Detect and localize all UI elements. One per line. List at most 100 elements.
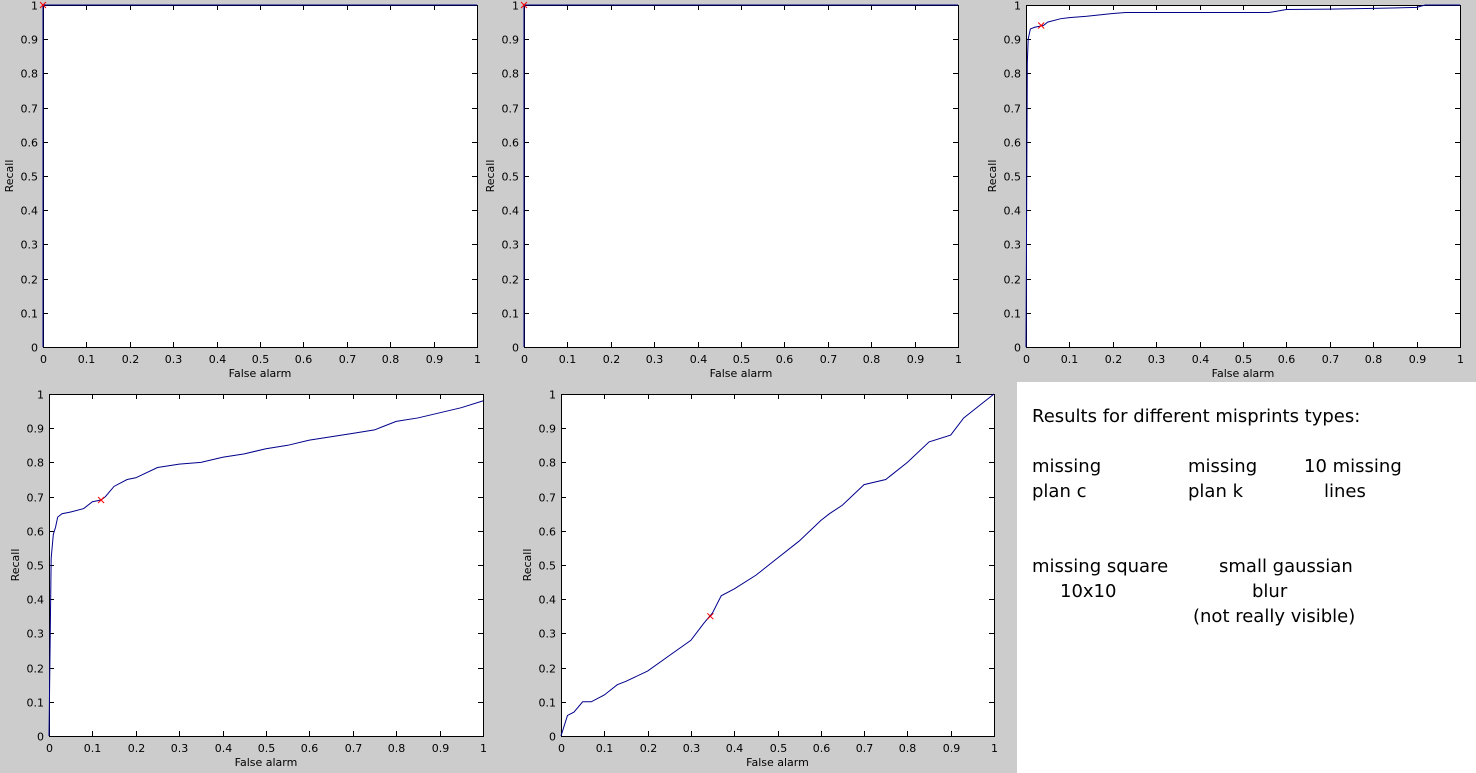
- y-tick-label: 0.8: [21, 68, 39, 81]
- y-tick-label: 0.6: [27, 526, 45, 539]
- x-tick-label: 0: [1023, 353, 1030, 366]
- x-axis-label: False alarm: [229, 367, 292, 380]
- y-tick-label: 0.5: [27, 560, 45, 573]
- y-tick-label: 0.8: [1004, 68, 1022, 81]
- x-axis-label: False alarm: [710, 367, 773, 380]
- note-gaussian-blur-line1: small gaussian: [1219, 556, 1353, 577]
- y-tick-label: 0.3: [27, 628, 45, 641]
- note-10-missing-lines-line2: lines: [1324, 481, 1366, 502]
- marker-stroke: [39, 1, 47, 9]
- roc-chart-3: 0 0.1 0.2 0.3 0.4 0.5 0.6 0.7 0.8 0.9 1 0 0.1 0.2 0.3 0…: [986, 0, 1464, 380]
- marker-stroke: [520, 1, 528, 9]
- y-axis-label: Recall: [9, 549, 22, 582]
- x-tick-label: 0.6: [1278, 353, 1296, 366]
- x-tick-label: 0.2: [1105, 353, 1123, 366]
- roc-chart-5: 0 0.1 0.2 0.3 0.4 0.5 0.6 0.7 0.8 0.9 1 0 0.1 0.2 0.3 0…: [521, 389, 998, 770]
- y-tick-label: 0.7: [539, 492, 557, 505]
- marker-stroke: [707, 612, 714, 620]
- y-tick-label: 1: [1014, 0, 1021, 13]
- x-tick-label: 0: [521, 353, 528, 366]
- roc-chart-1: 0 0.1 0.2 0.3 0.4 0.5 0.6 0.7 0.8 0.9 1 0 0.1 0.2 0.3 0…: [3, 0, 481, 380]
- x-tick-label: 0.6: [813, 742, 831, 755]
- x-tick-label: 0.7: [820, 353, 838, 366]
- note-missing-plan-k-line1: missing: [1188, 456, 1258, 477]
- x-tick-label: 0.4: [209, 353, 227, 366]
- x-tick-label: 0.7: [345, 742, 363, 755]
- note-missing-plan-c-line2: plan c: [1032, 481, 1087, 502]
- x-tick-label: 0.2: [128, 742, 146, 755]
- y-axis-label: Recall: [484, 160, 497, 193]
- y-tick-label: 0.5: [1004, 171, 1022, 184]
- x-tick-label: 0.2: [603, 353, 621, 366]
- y-tick-label: 0.7: [1004, 103, 1022, 116]
- operating-point-marker: [707, 612, 714, 620]
- x-axis-label: False alarm: [235, 756, 298, 769]
- x-tick-label: 0.3: [1148, 353, 1166, 366]
- x-tick-label: 0.1: [84, 742, 102, 755]
- x-tick-label: 0.4: [726, 742, 744, 755]
- y-tick-label: 0.5: [502, 171, 520, 184]
- roc-curve-line: [1025, 4, 1460, 348]
- y-tick-label: 0.4: [539, 594, 557, 607]
- y-tick-label: 0.3: [502, 239, 520, 252]
- y-tick-label: 1: [37, 389, 44, 402]
- y-tick-label: 0.3: [21, 239, 39, 252]
- x-tick-label: 0.4: [690, 353, 708, 366]
- y-tick-label: 0: [512, 342, 519, 355]
- x-tick-label: 0.6: [301, 742, 319, 755]
- y-tick-label: 0.5: [539, 560, 557, 573]
- x-tick-label: 0.3: [165, 353, 183, 366]
- x-axis-label: False alarm: [1212, 367, 1275, 380]
- y-tick-label: 0.2: [1004, 274, 1022, 287]
- y-tick-label: 0: [549, 731, 556, 744]
- y-tick-label: 0.2: [502, 274, 520, 287]
- x-tick-label: 0.9: [426, 353, 444, 366]
- chart-panel-4: 0 0.1 0.2 0.3 0.4 0.5 0.6 0.7 0.8 0.9 1 0 0.1 0.2 0.3 0…: [0, 382, 510, 773]
- y-tick-label: 0.8: [27, 457, 45, 470]
- x-tick-label: 0.6: [776, 353, 794, 366]
- y-tick-label: 0.1: [502, 308, 520, 321]
- operating-point-marker: [39, 1, 47, 9]
- y-tick-label: 1: [549, 389, 556, 402]
- y-tick-label: 0.1: [27, 697, 45, 710]
- operating-point-marker: [520, 1, 528, 9]
- marker-stroke: [1037, 22, 1045, 29]
- y-axis-label: Recall: [3, 160, 16, 193]
- y-tick-label: 0.7: [21, 103, 39, 116]
- y-tick-label: 0: [37, 731, 44, 744]
- chart-panel-2: 0 0.1 0.2 0.3 0.4 0.5 0.6 0.7 0.8 0.9 1 0 0.1 0.2 0.3 0…: [484, 0, 980, 382]
- x-tick-label: 1: [955, 353, 962, 366]
- y-tick-label: 0.9: [27, 423, 45, 436]
- x-tick-label: 0.8: [863, 353, 881, 366]
- x-tick-label: 0.2: [122, 353, 140, 366]
- y-tick-label: 0.3: [1004, 239, 1022, 252]
- x-tick-label: 0.3: [171, 742, 189, 755]
- x-tick-label: 0.5: [252, 353, 270, 366]
- plot-area: [561, 394, 995, 737]
- y-tick-label: 1: [512, 0, 519, 13]
- x-tick-label: 0.2: [640, 742, 658, 755]
- x-tick-label: 0.9: [943, 742, 961, 755]
- plot-area: [1026, 5, 1461, 348]
- y-tick-label: 0.6: [539, 526, 557, 539]
- y-tick-label: 0.4: [27, 594, 45, 607]
- y-tick-label: 0.3: [539, 628, 557, 641]
- x-tick-label: 1: [474, 353, 481, 366]
- x-tick-label: 0.7: [339, 353, 357, 366]
- y-tick-label: 0.8: [502, 68, 520, 81]
- y-tick-label: 0: [1014, 342, 1021, 355]
- x-tick-label: 0.8: [899, 742, 917, 755]
- y-tick-label: 0.7: [502, 103, 520, 116]
- x-tick-label: 0: [558, 742, 565, 755]
- chart-panel-5: 0 0.1 0.2 0.3 0.4 0.5 0.6 0.7 0.8 0.9 1 0 0.1 0.2 0.3 0…: [510, 382, 1017, 773]
- y-tick-label: 0.9: [21, 34, 39, 47]
- x-tick-label: 0.6: [295, 353, 313, 366]
- note-gaussian-blur-line3: (not really visible): [1193, 606, 1356, 627]
- x-tick-label: 1: [480, 742, 487, 755]
- y-tick-label: 0.8: [539, 457, 557, 470]
- x-tick-label: 0.1: [1061, 353, 1079, 366]
- note-missing-square-line1: missing square: [1032, 556, 1169, 577]
- x-tick-label: 0.1: [596, 742, 614, 755]
- y-tick-label: 0.1: [21, 308, 39, 321]
- y-axis-label: Recall: [521, 549, 534, 582]
